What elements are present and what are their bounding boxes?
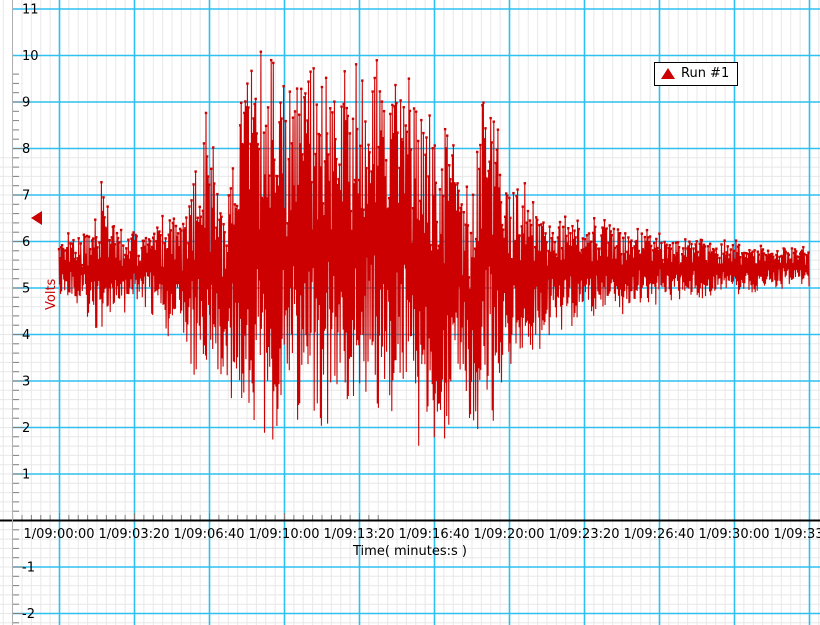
data-series-run-1[interactable] (57, 50, 810, 446)
x-tick-label: 1/09:03:20 (98, 527, 169, 542)
y-tick-label: 7 (22, 189, 30, 204)
x-tick-label: 1/09:26:40 (623, 527, 694, 542)
y-tick-label: 11 (22, 3, 39, 18)
x-tick-label: 1/09:00:00 (23, 527, 94, 542)
y-tick-label: 2 (22, 421, 30, 436)
legend-item-label: Run #1 (681, 66, 730, 81)
y-tick-label: 8 (22, 142, 30, 157)
y-tick-label: 1 (22, 468, 30, 483)
y-tick-label: -2 (22, 607, 35, 622)
x-tick-label: 1/09:16:40 (398, 527, 469, 542)
x-axis-title: Time( minutes:s ) (352, 544, 467, 559)
legend-triangle-up-icon (661, 68, 675, 79)
y-axis-title: Volts (44, 278, 59, 310)
cursor-triangle-icon[interactable] (31, 210, 42, 225)
x-tick-label: 1/09:10:00 (248, 527, 319, 542)
y-tick-label: 10 (22, 49, 39, 64)
y-tick-label: 3 (22, 375, 30, 390)
y-tick-label: 4 (22, 328, 30, 343)
legend[interactable]: Run #1 (654, 62, 739, 86)
x-tick-label: 1/09:30:00 (698, 527, 769, 542)
x-tick-label: 1/09:33:20 (773, 527, 820, 542)
x-tick-label: 1/09:20:00 (473, 527, 544, 542)
x-tick-label: 1/09:23:20 (548, 527, 619, 542)
y-tick-label: -1 (22, 561, 35, 576)
x-tick-label: 1/09:06:40 (173, 527, 244, 542)
x-tick-label: 1/09:13:20 (323, 527, 394, 542)
y-tick-label: 9 (22, 96, 30, 111)
y-tick-label: 6 (22, 235, 30, 250)
y-tick-label: 5 (22, 282, 30, 297)
